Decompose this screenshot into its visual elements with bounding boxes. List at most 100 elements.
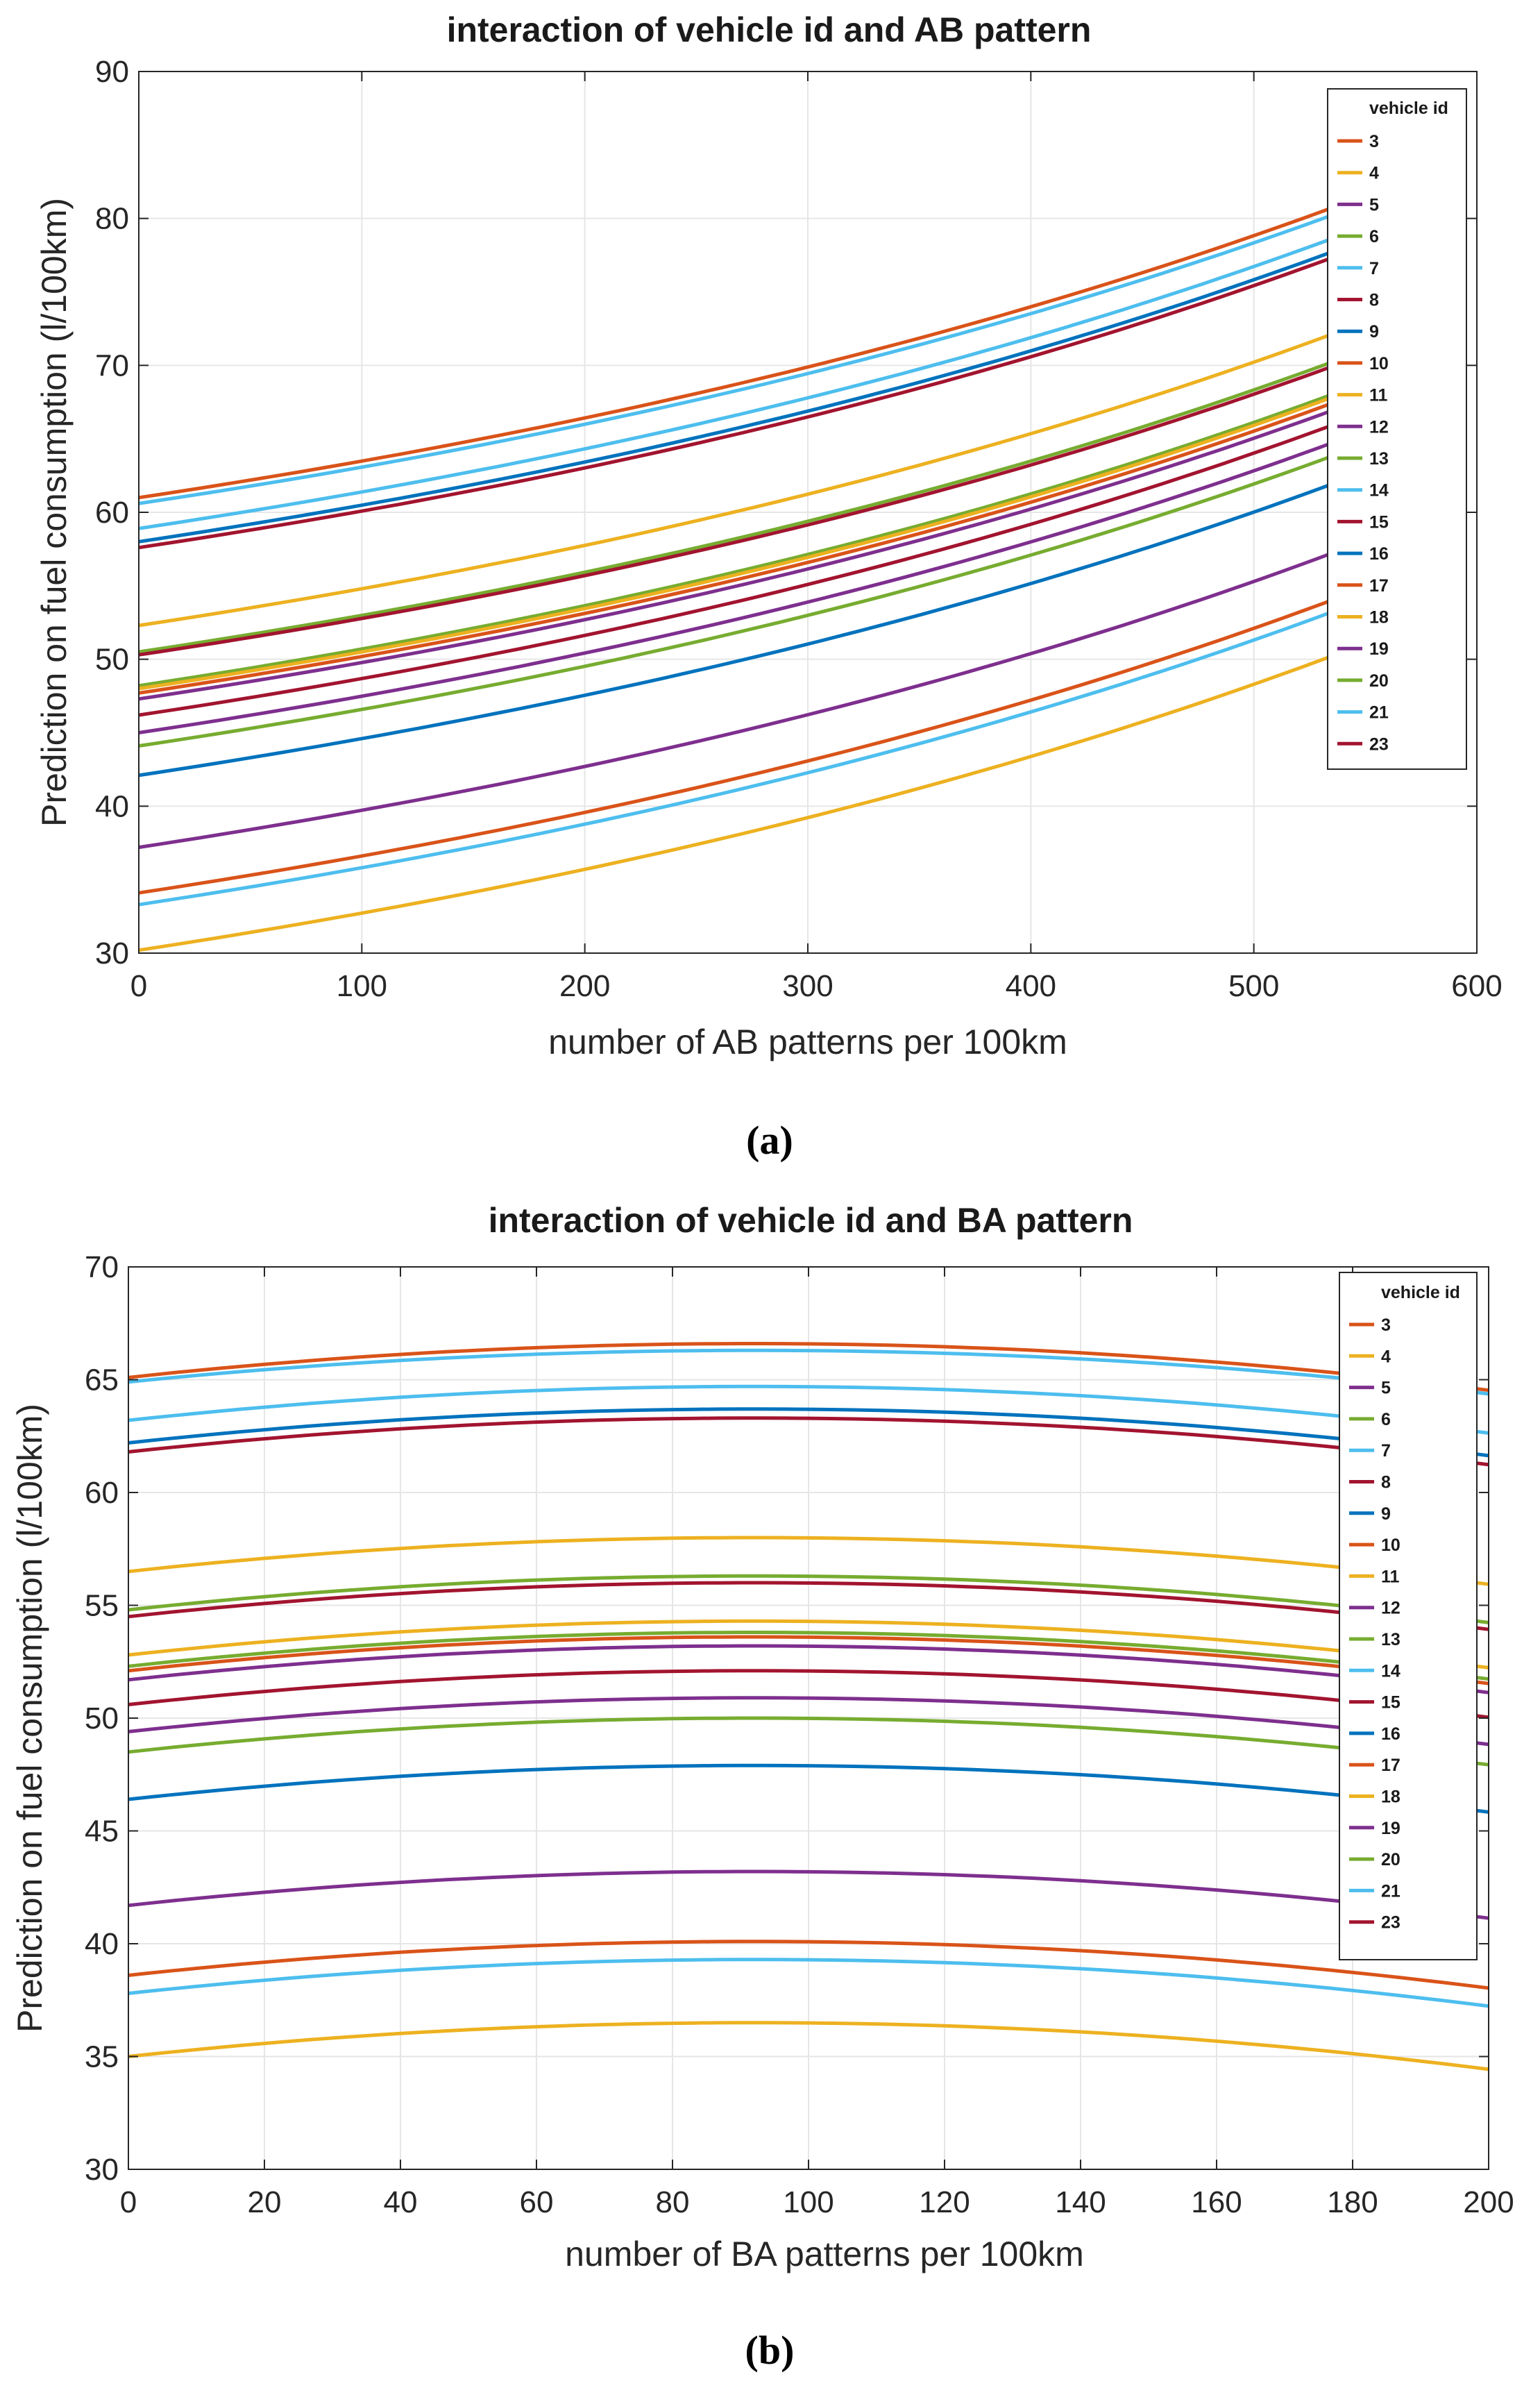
x-tick-label: 200	[559, 969, 610, 1003]
y-tick-label: 90	[95, 55, 129, 89]
series-line-12	[138, 405, 1344, 701]
legend-label-20: 20	[1369, 671, 1389, 691]
legend-label-9: 9	[1381, 1504, 1391, 1524]
series-line-14	[128, 1384, 1489, 1435]
x-tick-label: 60	[520, 2185, 554, 2219]
legend-label-12: 12	[1381, 1599, 1401, 1618]
legend-label-21: 21	[1369, 703, 1389, 723]
legend-label-23: 23	[1381, 1913, 1401, 1933]
series-line-17	[138, 397, 1344, 695]
legend-label-14: 14	[1369, 481, 1389, 501]
legend-label-18: 18	[1369, 608, 1389, 628]
y-tick-label: 70	[95, 348, 129, 382]
series-line-21	[138, 606, 1344, 907]
legend-label-9: 9	[1369, 322, 1379, 342]
x-tick-label: 140	[1055, 2185, 1106, 2219]
legend-label-10: 10	[1369, 354, 1389, 373]
x-ticks-a: 0 100 200 300 400 500 600	[130, 72, 1503, 1003]
legend-label-14: 14	[1381, 1661, 1401, 1681]
legend-label-18: 18	[1381, 1788, 1401, 1807]
series-line-7	[128, 1348, 1489, 1396]
y-tick-label: 60	[85, 1476, 119, 1510]
series-line-6	[138, 356, 1344, 654]
legend-label-6: 6	[1381, 1410, 1391, 1429]
series-line-14	[138, 233, 1344, 530]
y-tick-label: 30	[85, 2153, 119, 2187]
y-tick-label: 80	[95, 202, 129, 236]
y-axis-label-a: Prediction on fuel consumption (l/100km)	[35, 198, 74, 827]
x-tick-label: 180	[1327, 2185, 1378, 2219]
y-tick-label: 40	[85, 1927, 119, 1961]
x-tick-label: 400	[1006, 969, 1056, 1003]
legend-label-19: 19	[1369, 639, 1389, 659]
legend-label-10: 10	[1381, 1536, 1401, 1555]
legend-label-17: 17	[1369, 576, 1389, 596]
x-tick-label: 0	[130, 969, 147, 1003]
series-lines-b	[128, 1342, 1489, 2071]
series-line-20	[128, 1716, 1489, 1767]
y-tick-label: 60	[95, 496, 129, 530]
x-axis-label-a: number of AB patterns per 100km	[548, 1023, 1067, 1061]
legend-label-17: 17	[1381, 1756, 1401, 1775]
series-line-7	[138, 209, 1344, 505]
series-line-6	[128, 1574, 1489, 1624]
y-ticks-a: 30 40 50 60 70 80 90	[95, 55, 1477, 970]
x-tick-label: 80	[656, 2185, 690, 2219]
series-line-15	[128, 1581, 1489, 1631]
x-tick-label: 40	[384, 2185, 418, 2219]
y-tick-label: 40	[95, 789, 129, 823]
x-tick-label: 100	[337, 969, 387, 1003]
series-line-21	[128, 1958, 1489, 2008]
series-line-13	[128, 1631, 1489, 1681]
series-line-12	[128, 1644, 1489, 1695]
y-tick-label: 65	[85, 1363, 119, 1397]
chart-panel-b: interaction of vehicle id and BA pattern…	[10, 1201, 1514, 2373]
legend-label-3: 3	[1381, 1315, 1391, 1335]
legend-label-5: 5	[1381, 1379, 1391, 1398]
series-line-4	[138, 650, 1344, 952]
caption-a: (a)	[746, 1118, 793, 1163]
series-line-17	[128, 1635, 1489, 1685]
legend-label-8: 8	[1369, 291, 1379, 310]
series-line-19	[138, 437, 1344, 734]
series-line-18	[138, 392, 1344, 691]
series-line-8	[138, 419, 1344, 717]
legend-label-16: 16	[1381, 1724, 1401, 1744]
legend-label-11: 11	[1369, 386, 1388, 405]
legend-label-3: 3	[1369, 132, 1379, 151]
legend-label-7: 7	[1381, 1441, 1391, 1461]
series-line-16	[138, 478, 1344, 777]
x-tick-label: 300	[782, 969, 833, 1003]
legend-label-7: 7	[1369, 259, 1379, 278]
legend-label-20: 20	[1381, 1850, 1401, 1869]
chart-title-b: interaction of vehicle id and BA pattern	[489, 1201, 1133, 1240]
series-line-10	[138, 594, 1344, 895]
y-tick-label: 55	[85, 1589, 119, 1623]
series-line-16	[128, 1763, 1489, 1814]
series-line-5	[138, 547, 1344, 850]
legend-label-12: 12	[1369, 417, 1389, 437]
x-tick-label: 100	[783, 2185, 834, 2219]
series-line-15	[138, 360, 1344, 657]
legend-title-a: vehicle id	[1369, 99, 1448, 118]
x-ticks-b: 0 20 40 60 80 100 120 140 160 180 200	[120, 1267, 1514, 2219]
legend-box-a	[1327, 88, 1467, 770]
series-line-23	[138, 252, 1344, 550]
legend-label-4: 4	[1369, 164, 1379, 183]
x-tick-label: 200	[1463, 2185, 1514, 2219]
x-tick-label: 120	[919, 2185, 970, 2219]
series-line-20	[138, 450, 1344, 748]
series-line-11	[128, 1536, 1489, 1586]
legend-label-4: 4	[1381, 1347, 1391, 1366]
series-line-18	[128, 1619, 1489, 1670]
legend-a: vehicle id 3 4 5 6 7 8 9 10 11 12 13 14 15 16 17 18 19 20…	[1327, 88, 1467, 770]
x-tick-label: 0	[120, 2185, 137, 2219]
legend-label-16: 16	[1369, 544, 1389, 564]
x-tick-label: 160	[1191, 2185, 1242, 2219]
legend-label-15: 15	[1369, 512, 1389, 532]
legend-label-13: 13	[1381, 1630, 1401, 1649]
legend-label-23: 23	[1369, 734, 1389, 754]
x-tick-label: 500	[1228, 969, 1279, 1003]
legend-box-b	[1339, 1272, 1478, 1960]
